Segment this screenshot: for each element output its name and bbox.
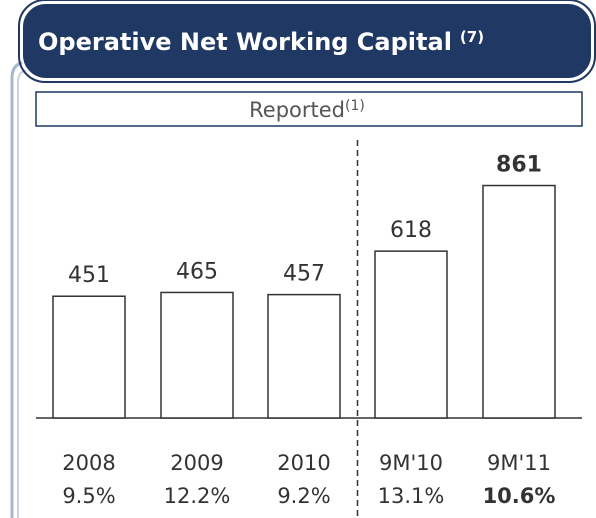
x-tick-label: 9M'10: [379, 451, 443, 475]
chart-title: Operative Net Working Capital (7): [38, 28, 484, 56]
frame: [10, 60, 40, 518]
bar: [482, 184, 556, 419]
title-bg: [21, 2, 593, 80]
x-tick-label: 2008: [62, 451, 115, 475]
ratio-label: 9.2%: [277, 484, 330, 508]
subtitle-text: Reported: [249, 98, 345, 122]
bar: [374, 250, 448, 419]
value-label: 861: [496, 153, 542, 178]
subtitle-note: (1): [345, 98, 365, 114]
value-label: 618: [390, 218, 432, 243]
bar: [267, 293, 341, 419]
ratio-label: 13.1%: [378, 484, 445, 508]
subtitle: Reported(1): [249, 98, 365, 122]
value-label: 465: [176, 259, 218, 284]
title-border: [18, 0, 596, 83]
title-note: (7): [460, 28, 484, 46]
bar: [160, 291, 234, 419]
ratio-label: 9.5%: [62, 484, 115, 508]
value-label: 451: [68, 263, 110, 288]
x-tick-label: 2009: [170, 451, 223, 475]
x-tick-label: 9M'11: [487, 451, 551, 475]
subtitle-box: [35, 91, 583, 127]
ratio-label: 10.6%: [483, 484, 556, 508]
bar: [52, 295, 126, 419]
title-text: Operative Net Working Capital: [38, 28, 452, 56]
x-tick-label: 2010: [277, 451, 330, 475]
value-label: 457: [283, 262, 325, 287]
ratio-label: 12.2%: [164, 484, 231, 508]
frame-inner: [17, 69, 31, 518]
